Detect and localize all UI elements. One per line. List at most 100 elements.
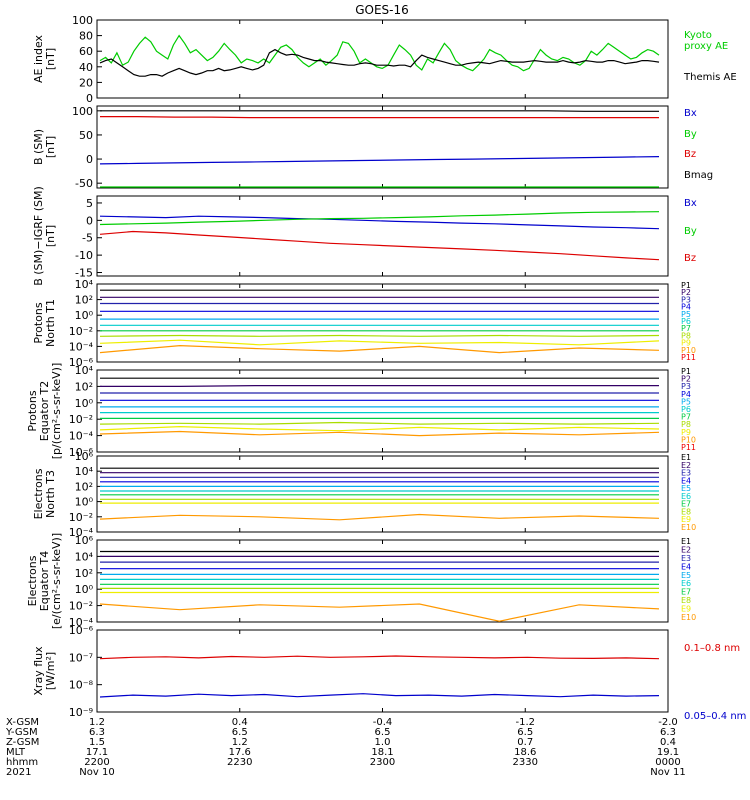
- legend-entry: E3: [681, 469, 691, 478]
- legend-entry: E2: [681, 461, 691, 470]
- y-axis-label-line: [nT]: [44, 48, 57, 70]
- y-axis-label-line: Electrons: [32, 468, 45, 519]
- ephemeris-value: 17.6: [229, 747, 251, 758]
- panel-frame: [96, 369, 669, 453]
- series-line-p10: [99, 430, 660, 437]
- legend-entry: P11: [681, 443, 696, 452]
- legend-entry: P5: [681, 397, 691, 406]
- y-tick-label: 10⁻⁴: [69, 616, 94, 629]
- y-tick-label: 80: [79, 30, 93, 43]
- y-tick-label: 10²: [75, 480, 93, 493]
- y-axis-label-line: Protons: [32, 302, 45, 343]
- y-tick-label: 10⁰: [75, 496, 94, 509]
- legend-entry: Themis AE: [683, 72, 737, 83]
- ephemeris-value: 1.5: [89, 737, 105, 748]
- y-tick-label: -50: [75, 177, 93, 190]
- y-axis-label: Protons Equator T2 [p/(cm²-s-sr-keV)]: [26, 363, 63, 460]
- y-axis-label-line: North T3: [44, 470, 57, 518]
- legend-entry: E2: [681, 545, 691, 554]
- y-axis-label-line: [e/(cm²-s-sr-keV)]: [50, 533, 63, 629]
- legend-entry: E1: [681, 537, 691, 546]
- y-axis-label-line: [nT]: [44, 225, 57, 247]
- y-axis-label-line: [W/m²]: [44, 652, 57, 690]
- y-tick-label: 10⁻²: [69, 325, 93, 338]
- y-axis-label-line: AE index: [32, 34, 45, 83]
- y-axis-label-line: Equator T2: [38, 381, 51, 441]
- legend-entry: E9: [681, 605, 691, 614]
- legend-entry: P9: [681, 428, 691, 437]
- y-tick-label: 10⁶: [75, 450, 94, 463]
- ephemeris-value: 2330: [513, 757, 538, 768]
- legend-entry: E7: [681, 500, 691, 509]
- legend-entry: P3: [681, 382, 691, 391]
- legend-entry: E8: [681, 596, 691, 605]
- y-axis-label-line: [p/(cm²-s-sr-keV)]: [50, 363, 63, 460]
- y-tick-label: 20: [79, 76, 93, 89]
- plot-title: GOES-16: [355, 3, 409, 17]
- panel-7: 10⁶ 10⁴ 10² 10⁰ 10⁻² 10⁻⁴ Electrons Equator T4[…: [26, 533, 696, 629]
- y-tick-label: 50: [79, 129, 93, 142]
- y-axis-label-line: [nT]: [44, 136, 57, 158]
- legend-entry: E3: [681, 554, 691, 563]
- y-tick-label: 60: [79, 45, 93, 58]
- ephemeris-value: 2200: [84, 757, 109, 768]
- legend-entry: P11: [681, 353, 696, 362]
- y-axis-label-line: B (SM)−IGRF (SM): [32, 186, 45, 286]
- legend-entry: E6: [681, 492, 691, 501]
- y-tick-label: 10⁶: [75, 534, 94, 547]
- series-line-e10: [99, 513, 660, 521]
- ephemeris-value: 2300: [370, 757, 395, 768]
- series-line-0-1-0-8-nm: [99, 655, 660, 660]
- series-line-p2: [100, 385, 659, 387]
- y-tick-label: 0: [86, 153, 93, 166]
- y-tick-label: 10⁻⁸: [69, 679, 94, 692]
- legend-entry: 0.1–0.8 nm: [684, 643, 740, 654]
- y-tick-label: 10⁻⁴: [69, 526, 94, 539]
- legend-entry: E4: [681, 562, 691, 571]
- y-tick-label: 10⁻⁶: [69, 624, 94, 637]
- y-tick-label: 10⁻²: [69, 413, 93, 426]
- series-line-0-05-0-4-nm: [99, 693, 660, 698]
- legend-entry: P2: [681, 375, 691, 384]
- panel-2: 100 50 0 -50 B (SM) [nT] Bx By Bz Bmag: [32, 105, 713, 190]
- legend-entry: E5: [681, 571, 691, 580]
- y-axis-label: B (SM) [nT]: [32, 129, 57, 165]
- y-axis-label: Electrons Equator T4 [e/(cm²-s-sr-keV)]: [26, 533, 63, 629]
- legend-entry: P2: [681, 288, 691, 297]
- panel-frame: [96, 455, 669, 533]
- ephemeris-row-label: X-GSM: [6, 717, 39, 728]
- y-tick-label: 10⁻²: [69, 600, 93, 613]
- y-tick-label: 10²: [75, 380, 93, 393]
- ephemeris-value: 1.2: [89, 717, 105, 728]
- legend-entry: P7: [681, 413, 691, 422]
- y-axis-label-line: Protons: [26, 390, 39, 431]
- y-axis-label: Electrons North T3: [32, 468, 57, 519]
- ephemeris-value: -1.2: [515, 717, 535, 728]
- y-tick-label: 10⁻⁴: [69, 430, 94, 443]
- legend-entry: Bmag: [684, 170, 713, 181]
- y-tick-label: 100: [72, 14, 93, 27]
- legend-entry: E9: [681, 515, 691, 524]
- y-tick-label: 10⁴: [75, 550, 94, 563]
- ephemeris-value: 1.2: [232, 737, 248, 748]
- legend-entry: E1: [681, 453, 691, 462]
- legend-entry: P3: [681, 295, 691, 304]
- ephemeris-row-label: 2021: [6, 767, 31, 778]
- y-tick-label: 10⁰: [75, 583, 94, 596]
- series-line-p8: [99, 421, 660, 425]
- ephemeris-value: Nov 10: [79, 767, 114, 778]
- y-axis-label: Xray flux [W/m²]: [32, 646, 57, 696]
- series-line-p9: [99, 339, 660, 346]
- legend-entry: P10: [681, 435, 696, 444]
- y-tick-label: 10²: [75, 294, 93, 307]
- ephemeris-value: 0.4: [660, 737, 676, 748]
- y-tick-label: 10⁻⁹: [69, 706, 93, 719]
- legend-entry: P5: [681, 310, 691, 319]
- ephemeris-footer: X-GSM 1.2 0.4 -0.4 -1.2 -2.0 Y-GSM 6.3 6.5 6.5 6.5…: [5, 717, 686, 778]
- series-line-bz: [99, 230, 660, 261]
- ephemeris-value: 6.5: [517, 727, 533, 738]
- ephemeris-value: 6.5: [232, 727, 248, 738]
- ephemeris-value: -2.0: [658, 717, 678, 728]
